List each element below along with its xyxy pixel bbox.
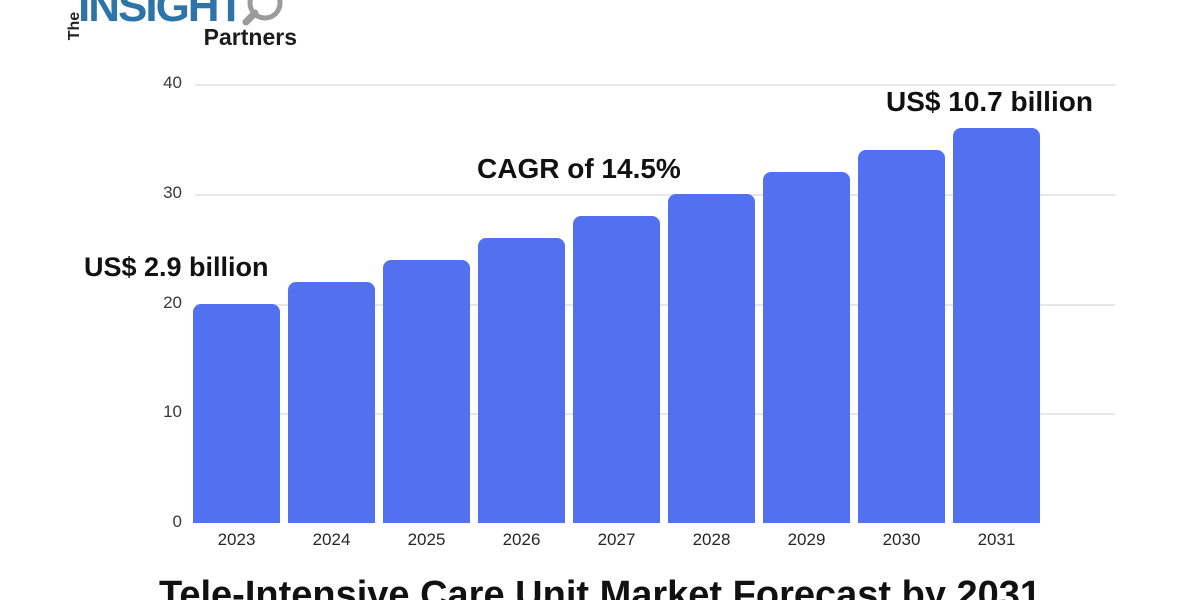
annotation-cagr: CAGR of 14.5% [477, 153, 681, 184]
x-axis-tick-2030: 2030 [882, 530, 921, 549]
magnifier-icon [232, 0, 288, 43]
y-axis-tick-40: 40 [163, 73, 182, 92]
x-axis-tick-2027: 2027 [597, 530, 636, 549]
insight-partners-logo: The INSIGHT Partners [44, 0, 297, 60]
annotation-2023-value: US$ 2.9 billion [84, 252, 269, 282]
bar-2029 [763, 171, 850, 523]
x-axis-tick-2023: 2023 [217, 530, 256, 549]
logo-word-insight: INSIGHT [78, 0, 244, 31]
bar-2023 [193, 303, 280, 523]
x-axis-tick-2031: 2031 [977, 530, 1016, 549]
bar-2030 [858, 149, 945, 523]
bar-2024 [288, 281, 375, 523]
y-axis-tick-20: 20 [163, 292, 182, 312]
bar-2027 [573, 215, 660, 523]
x-axis-tick-2025: 2025 [407, 530, 446, 549]
x-axis-tick-2029: 2029 [787, 530, 826, 549]
bar-2025 [383, 259, 470, 523]
bar-2026 [478, 237, 565, 523]
annotation-2031-value: US$ 10.7 billion [886, 86, 1093, 117]
bar-2028 [668, 193, 755, 523]
y-axis-tick-10: 10 [163, 402, 182, 422]
gridline-y40 [195, 84, 1115, 86]
x-axis-tick-2026: 2026 [502, 530, 541, 549]
gridline-y30 [195, 193, 1115, 196]
y-axis-tick-0: 0 [172, 512, 182, 531]
chart-title: Tele-Intensive Care Unit Market Forecast… [158, 574, 1042, 600]
x-axis-tick-2024: 2024 [312, 530, 351, 549]
x-axis-tick-2028: 2028 [692, 530, 731, 549]
y-axis-tick-30: 30 [163, 182, 182, 202]
bar-2031 [953, 127, 1040, 523]
logo-word-partners: Partners [203, 24, 297, 50]
